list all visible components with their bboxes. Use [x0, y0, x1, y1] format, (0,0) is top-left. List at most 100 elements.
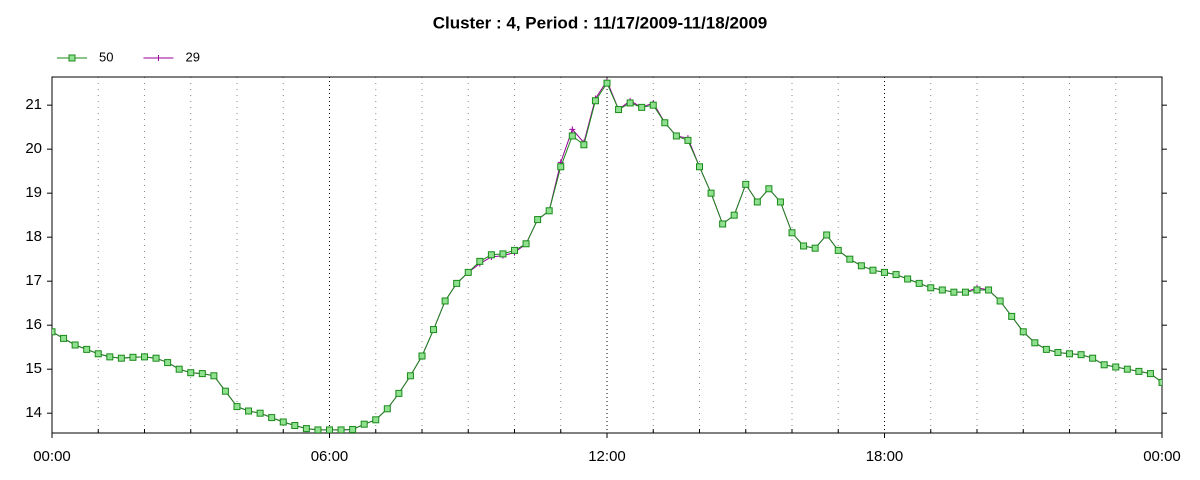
y-tick-label: 20 — [25, 140, 42, 157]
marker — [60, 334, 68, 342]
marker — [117, 354, 125, 362]
marker — [187, 369, 195, 377]
marker — [1008, 312, 1016, 320]
marker — [314, 426, 322, 433]
marker — [626, 99, 634, 107]
marker — [268, 414, 276, 422]
marker — [360, 420, 368, 428]
marker — [857, 262, 865, 270]
marker — [464, 268, 472, 276]
chart-title: Cluster : 4, Period : 11/17/2009-11/18/2… — [433, 13, 768, 32]
marker — [892, 271, 900, 279]
marker — [71, 341, 79, 349]
marker — [1089, 354, 1097, 362]
marker — [569, 126, 576, 133]
marker — [742, 180, 750, 188]
marker — [1146, 370, 1154, 378]
marker — [487, 251, 495, 259]
marker — [961, 288, 969, 296]
marker — [418, 352, 426, 360]
marker — [788, 229, 796, 237]
marker — [730, 211, 738, 219]
marker — [1054, 348, 1062, 356]
marker — [638, 103, 646, 111]
marker — [603, 79, 611, 87]
marker — [302, 425, 310, 433]
marker — [800, 242, 808, 250]
marker — [1031, 339, 1039, 347]
marker — [927, 284, 935, 292]
marker — [823, 231, 831, 239]
marker — [1066, 350, 1073, 358]
marker — [615, 106, 623, 114]
marker — [106, 353, 114, 361]
marker — [1158, 378, 1162, 386]
marker — [522, 240, 530, 248]
y-tick-label: 14 — [25, 404, 42, 421]
marker — [811, 244, 819, 252]
marker — [499, 250, 507, 258]
marker — [52, 328, 56, 336]
marker — [869, 266, 877, 274]
marker — [83, 345, 91, 353]
marker — [152, 354, 160, 362]
marker — [915, 279, 923, 287]
marker — [372, 416, 380, 424]
x-tick-label: 00:00 — [33, 448, 71, 465]
x-tick-label: 06:00 — [311, 448, 349, 465]
y-tick-label: 21 — [25, 96, 42, 113]
marker — [1112, 363, 1120, 371]
y-tick-label: 18 — [25, 228, 42, 245]
marker — [291, 422, 299, 430]
marker — [834, 246, 842, 254]
marker — [534, 216, 542, 224]
marker — [141, 353, 148, 361]
marker — [279, 418, 287, 426]
y-tick-label: 17 — [25, 272, 42, 289]
marker — [649, 101, 657, 109]
marker — [545, 207, 553, 215]
marker — [765, 185, 773, 193]
marker — [155, 55, 162, 61]
y-tick-label: 19 — [25, 184, 42, 201]
marker — [881, 268, 888, 276]
marker — [349, 425, 357, 433]
marker — [985, 286, 993, 294]
marker — [326, 426, 333, 433]
marker — [719, 220, 727, 228]
plot-frame — [51, 76, 1163, 434]
marker — [776, 198, 784, 206]
legend-label: 50 — [99, 49, 113, 64]
marker — [395, 389, 403, 397]
x-tick-label: 12:00 — [588, 448, 626, 465]
marker — [210, 372, 218, 380]
x-tick-label: 00:00 — [1143, 448, 1181, 465]
marker — [129, 353, 137, 361]
marker — [846, 255, 854, 263]
marker — [430, 326, 438, 334]
marker — [453, 279, 461, 287]
marker — [661, 119, 669, 127]
marker — [221, 387, 229, 395]
marker — [256, 409, 264, 417]
marker — [753, 198, 761, 206]
marker — [973, 286, 981, 294]
marker — [337, 426, 345, 433]
marker — [1100, 361, 1108, 369]
marker — [233, 403, 241, 411]
legend-label: 29 — [185, 49, 199, 64]
marker — [938, 286, 946, 294]
marker — [696, 163, 703, 171]
marker — [511, 246, 518, 254]
marker — [996, 297, 1004, 305]
marker — [164, 359, 172, 367]
marker — [476, 257, 484, 265]
marker — [591, 97, 599, 105]
marker — [950, 288, 958, 296]
y-tick-label: 15 — [25, 360, 42, 377]
marker — [557, 163, 565, 171]
marker — [707, 189, 715, 197]
marker — [245, 407, 253, 415]
marker — [198, 370, 206, 378]
marker — [441, 297, 449, 305]
